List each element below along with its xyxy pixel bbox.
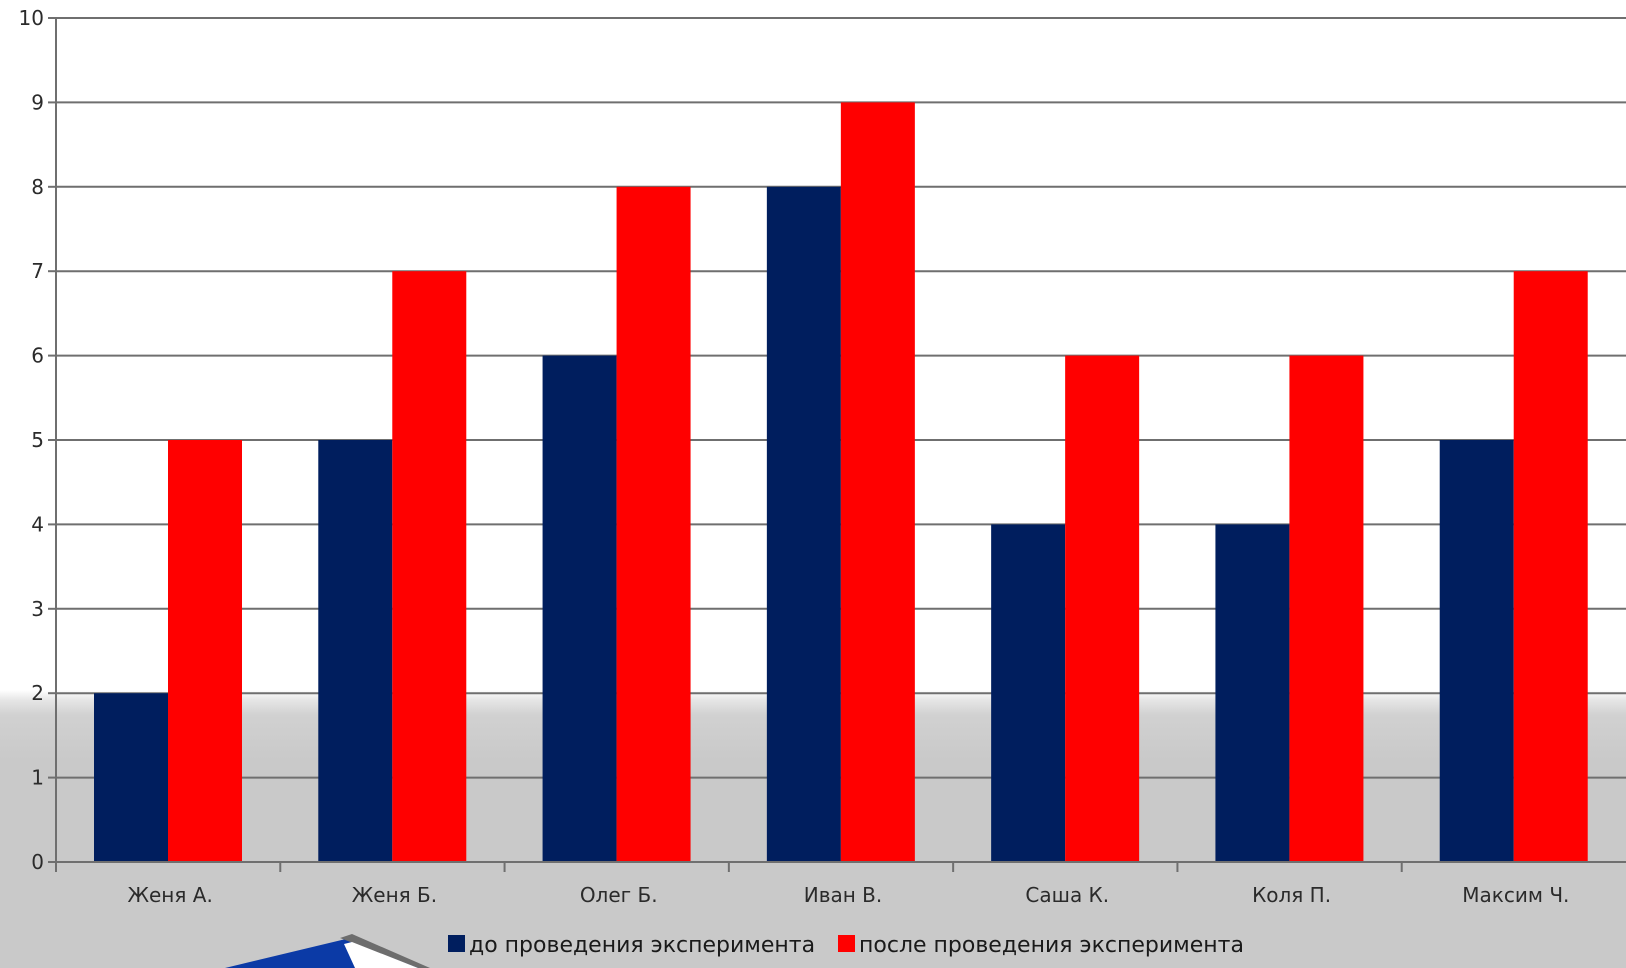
- y-tick-label: 8: [31, 175, 44, 199]
- bar: [1439, 440, 1514, 862]
- bar: [318, 440, 393, 862]
- bar: [1513, 271, 1588, 862]
- decorative-white-panel: [344, 942, 418, 968]
- legend-label: после проведения эксперимента: [859, 933, 1244, 958]
- x-category-label: Иван В.: [804, 883, 883, 907]
- decorative-shape: [225, 934, 430, 968]
- x-category-label: Олег Б.: [580, 883, 658, 907]
- legend-swatch: [838, 935, 855, 952]
- x-category-label: Максим Ч.: [1462, 883, 1569, 907]
- x-category-label: Коля П.: [1252, 883, 1331, 907]
- y-tick-label: 7: [31, 259, 44, 283]
- bar: [1289, 355, 1364, 862]
- y-tick-label: 5: [31, 428, 44, 452]
- bar: [1215, 524, 1290, 862]
- bars: [94, 102, 1588, 863]
- axes: [48, 17, 1626, 872]
- y-tick-label: 6: [31, 344, 44, 368]
- bar: [168, 440, 242, 862]
- legend-swatch: [448, 935, 465, 952]
- bar: [94, 693, 168, 862]
- x-category-label: Женя А.: [127, 883, 212, 907]
- axis-labels: 0 1 2 3 4 5 6 7 8 9 10 Женя А. Женя Б. Олег Б. Иван В.…: [19, 6, 1570, 907]
- y-tick-label: 1: [31, 766, 44, 790]
- bar: [766, 186, 841, 863]
- bar: [840, 102, 915, 862]
- bar: [616, 186, 691, 863]
- bar: [991, 524, 1066, 862]
- x-category-label: Женя Б.: [352, 883, 437, 907]
- y-tick-label: 9: [31, 90, 44, 114]
- y-tick-label: 3: [31, 597, 44, 621]
- y-tick-label: 0: [31, 850, 44, 874]
- legend-label: до проведения эксперимента: [469, 933, 815, 958]
- decorative-frame-edge: [340, 934, 430, 968]
- bar: [392, 271, 467, 862]
- legend: до проведения эксперимента после проведен…: [448, 933, 1244, 958]
- bar: [542, 355, 617, 862]
- bar: [1065, 355, 1140, 862]
- y-tick-label: 10: [19, 6, 44, 30]
- y-tick-label: 4: [31, 512, 44, 536]
- y-tick-label: 2: [31, 681, 44, 705]
- x-category-label: Саша К.: [1025, 883, 1109, 907]
